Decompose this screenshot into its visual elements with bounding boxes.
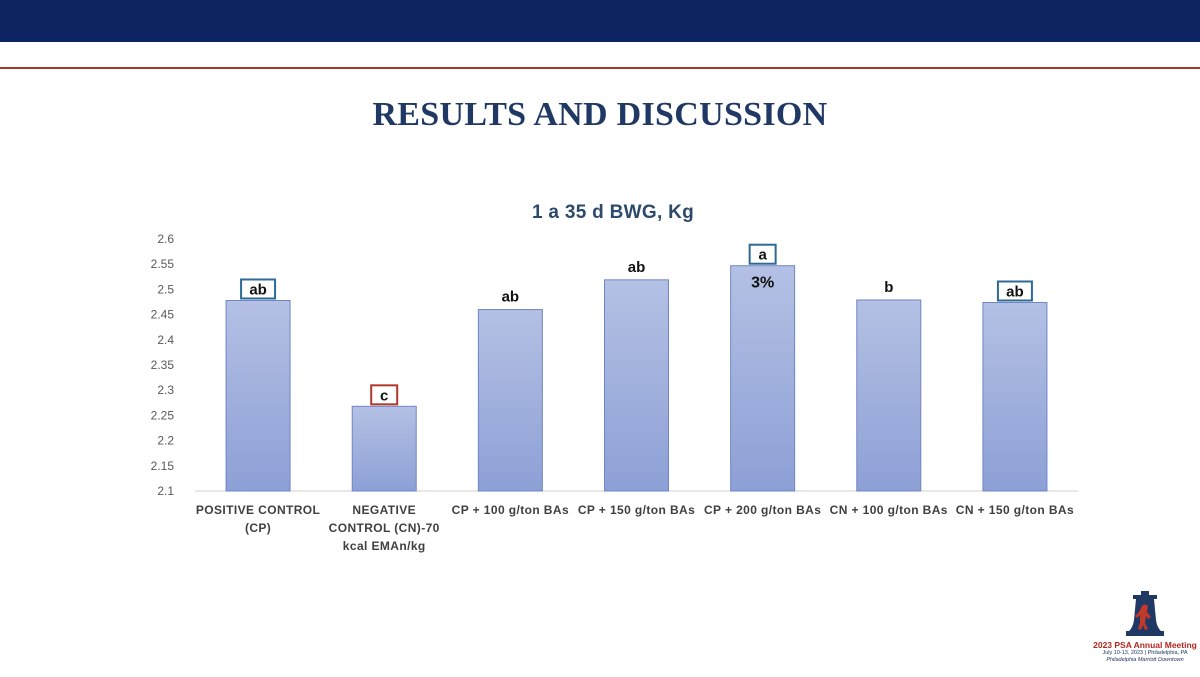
logo-dates: July 10-13, 2023 | Philadelphia, PA bbox=[1102, 650, 1188, 656]
significance-box bbox=[370, 384, 399, 406]
x-axis-labels: POSITIVE CONTROL (CP) NEGATIVE CONTROL (CN)… bbox=[196, 503, 1074, 553]
significance-letter: ab bbox=[502, 289, 520, 306]
x-tick-label: CN + 100 g/ton BAs bbox=[830, 503, 948, 517]
significance-letter: c bbox=[380, 387, 388, 404]
liberty-bell-icon bbox=[1126, 591, 1164, 636]
y-tick-label: 2.45 bbox=[151, 308, 175, 322]
header-band bbox=[0, 0, 1200, 42]
y-tick-label: 2.55 bbox=[151, 257, 175, 271]
significance-letter: ab bbox=[1006, 284, 1024, 301]
x-tick-label: CP + 100 g/ton BAs bbox=[452, 503, 569, 517]
y-tick-label: 2.15 bbox=[151, 459, 175, 473]
bar-chart: 1 a 35 d BWG, Kg 2.62.552.52.452.42.352.… bbox=[151, 202, 1078, 553]
bar bbox=[225, 299, 291, 492]
y-tick-label: 2.3 bbox=[157, 383, 174, 397]
y-tick-label: 2.35 bbox=[151, 358, 175, 372]
logo-venue: Philadelphia Marriott Downtown bbox=[1106, 657, 1184, 663]
y-tick-label: 2.2 bbox=[157, 434, 174, 448]
bar bbox=[856, 299, 922, 492]
bar bbox=[730, 265, 796, 492]
y-tick-label: 2.6 bbox=[157, 232, 174, 246]
significance-letter: a bbox=[758, 247, 767, 264]
bar bbox=[477, 309, 543, 492]
psa-meeting-logo: 2023 PSA Annual Meeting July 10-13, 2023… bbox=[1090, 590, 1200, 672]
y-axis: 2.6 2.55 2.5 2.45 2.4 2.35 2.3 2.25 2.2 2.15 2.1 bbox=[151, 232, 175, 498]
y-tick-label: 2.25 bbox=[151, 408, 175, 422]
significance-box bbox=[748, 243, 777, 265]
bar bbox=[982, 302, 1048, 492]
y-tick-label: 2.5 bbox=[157, 282, 174, 296]
significance-box bbox=[240, 278, 277, 300]
x-tick-label: NEGATIVE CONTROL (CN)-70 kcal EMAn/kg bbox=[329, 503, 440, 553]
y-tick-label: 2.1 bbox=[157, 484, 174, 498]
significance-letter: ab bbox=[628, 259, 646, 276]
x-tick-label: CP + 200 g/ton BAs bbox=[704, 503, 821, 517]
logo-title: 2023 PSA Annual Meeting bbox=[1093, 640, 1197, 650]
significance-letter: ab bbox=[249, 281, 267, 298]
bar bbox=[604, 279, 669, 492]
x-tick-label: CP + 150 g/ton BAs bbox=[578, 503, 695, 517]
significance-box bbox=[996, 280, 1033, 302]
bar bbox=[351, 405, 417, 492]
bar-inner-label: 3% bbox=[751, 275, 774, 292]
divider-rule bbox=[0, 67, 1200, 69]
y-tick-label: 2.4 bbox=[157, 333, 174, 347]
page-title: RESULTS AND DISCUSSION bbox=[372, 96, 828, 133]
significance-letter: b bbox=[884, 279, 893, 296]
chart-title: 1 a 35 d BWG, Kg bbox=[532, 202, 694, 223]
bars bbox=[225, 265, 1048, 492]
x-tick-label: POSITIVE CONTROL (CP) bbox=[196, 503, 320, 535]
x-tick-label: CN + 150 g/ton BAs bbox=[956, 503, 1074, 517]
